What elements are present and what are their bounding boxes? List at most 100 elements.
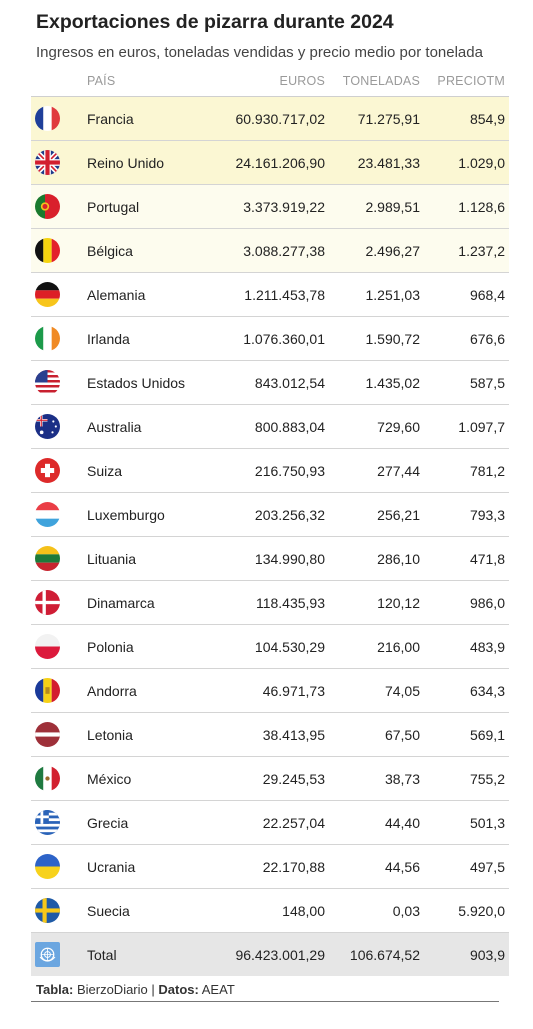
ireland-flag-icon bbox=[35, 326, 60, 351]
country-cell: Total bbox=[77, 932, 221, 976]
latvia-flag-icon bbox=[35, 722, 60, 747]
flag-cell bbox=[31, 844, 77, 889]
country-cell: Ucrania bbox=[77, 844, 221, 889]
source-separator: | bbox=[151, 982, 155, 997]
flag-cell bbox=[31, 712, 77, 757]
country-cell: Andorra bbox=[77, 668, 221, 713]
header-country[interactable]: PAÍS bbox=[77, 66, 221, 97]
euros-cell: 1.211.453,78 bbox=[221, 272, 329, 317]
switzerland-flag-icon bbox=[35, 458, 60, 483]
euros-cell: 148,00 bbox=[221, 888, 329, 933]
header-euros[interactable]: EUROS bbox=[221, 66, 329, 97]
table-row: Polonia 104.530,29 216,00 483,9 bbox=[31, 624, 509, 669]
flag-cell bbox=[31, 536, 77, 581]
toneladas-cell: 44,56 bbox=[329, 844, 424, 889]
precio-cell: 483,9 bbox=[424, 624, 509, 669]
euros-cell: 46.971,73 bbox=[221, 668, 329, 713]
table-row: Bélgica 3.088.277,38 2.496,27 1.237,2 bbox=[31, 228, 509, 273]
euros-cell: 22.257,04 bbox=[221, 800, 329, 845]
table-row: Lituania 134.990,80 286,10 471,8 bbox=[31, 536, 509, 581]
belgium-flag-icon bbox=[35, 238, 60, 263]
toneladas-cell: 216,00 bbox=[329, 624, 424, 669]
precio-cell: 854,9 bbox=[424, 96, 509, 141]
country-cell: Reino Unido bbox=[77, 140, 221, 185]
precio-cell: 501,3 bbox=[424, 800, 509, 845]
precio-cell: 634,3 bbox=[424, 668, 509, 713]
euros-cell: 118.435,93 bbox=[221, 580, 329, 625]
euros-cell: 216.750,93 bbox=[221, 448, 329, 493]
table-row: Australia 800.883,04 729,60 1.097,7 bbox=[31, 404, 509, 449]
toneladas-cell: 2.989,51 bbox=[329, 184, 424, 229]
united-kingdom-flag-icon bbox=[35, 150, 60, 175]
table-row: Luxemburgo 203.256,32 256,21 793,3 bbox=[31, 492, 509, 537]
header-toneladas[interactable]: TONELADAS bbox=[329, 66, 424, 97]
source-table-label: Tabla: bbox=[36, 982, 74, 997]
flag-cell bbox=[31, 492, 77, 537]
table-row: Suecia 148,00 0,03 5.920,0 bbox=[31, 888, 509, 933]
euros-cell: 1.076.360,01 bbox=[221, 316, 329, 361]
country-cell: México bbox=[77, 756, 221, 801]
flag-cell bbox=[31, 360, 77, 405]
euros-cell: 203.256,32 bbox=[221, 492, 329, 537]
mexico-flag-icon bbox=[35, 766, 60, 791]
toneladas-cell: 44,40 bbox=[329, 800, 424, 845]
flag-cell bbox=[31, 932, 77, 976]
country-cell: Portugal bbox=[77, 184, 221, 229]
flag-cell bbox=[31, 272, 77, 317]
chart-subtitle: Ingresos en euros, toneladas vendidas y … bbox=[36, 44, 483, 61]
flag-cell bbox=[31, 228, 77, 273]
ukraine-flag-icon bbox=[35, 854, 60, 879]
precio-cell: 1.128,6 bbox=[424, 184, 509, 229]
source-table-value: BierzoDiario bbox=[76, 982, 148, 997]
flag-cell bbox=[31, 96, 77, 141]
country-cell: Dinamarca bbox=[77, 580, 221, 625]
toneladas-cell: 256,21 bbox=[329, 492, 424, 537]
precio-cell: 1.029,0 bbox=[424, 140, 509, 185]
poland-flag-icon bbox=[35, 634, 60, 659]
precio-cell: 471,8 bbox=[424, 536, 509, 581]
table-row: Ucrania 22.170,88 44,56 497,5 bbox=[31, 844, 509, 889]
source-data-label: Datos: bbox=[158, 982, 199, 997]
toneladas-cell: 74,05 bbox=[329, 668, 424, 713]
country-cell: Estados Unidos bbox=[77, 360, 221, 405]
euros-cell: 134.990,80 bbox=[221, 536, 329, 581]
euros-cell: 96.423.001,29 bbox=[221, 932, 329, 976]
country-cell: Letonia bbox=[77, 712, 221, 757]
toneladas-cell: 2.496,27 bbox=[329, 228, 424, 273]
table-row: Reino Unido 24.161.206,90 23.481,33 1.029,0 bbox=[31, 140, 509, 185]
precio-cell: 755,2 bbox=[424, 756, 509, 801]
lithuania-flag-icon bbox=[35, 546, 60, 571]
table-row: Irlanda 1.076.360,01 1.590,72 676,6 bbox=[31, 316, 509, 361]
flag-cell bbox=[31, 624, 77, 669]
euros-cell: 29.245,53 bbox=[221, 756, 329, 801]
table-row: Letonia 38.413,95 67,50 569,1 bbox=[31, 712, 509, 757]
flag-cell bbox=[31, 404, 77, 449]
sweden-flag-icon bbox=[35, 898, 60, 923]
flag-cell bbox=[31, 756, 77, 801]
country-cell: Suiza bbox=[77, 448, 221, 493]
toneladas-cell: 120,12 bbox=[329, 580, 424, 625]
luxembourg-flag-icon bbox=[35, 502, 60, 527]
flag-cell bbox=[31, 800, 77, 845]
germany-flag-icon bbox=[35, 282, 60, 307]
table-row: Francia 60.930.717,02 71.275,91 854,9 bbox=[31, 96, 509, 141]
toneladas-cell: 38,73 bbox=[329, 756, 424, 801]
table-row: Portugal 3.373.919,22 2.989,51 1.128,6 bbox=[31, 184, 509, 229]
country-cell: Australia bbox=[77, 404, 221, 449]
toneladas-cell: 0,03 bbox=[329, 888, 424, 933]
source-note: Tabla: BierzoDiario | Datos: AEAT bbox=[36, 982, 235, 997]
euros-cell: 843.012,54 bbox=[221, 360, 329, 405]
header-precio[interactable]: PRECIOTM bbox=[424, 66, 509, 97]
andorra-flag-icon bbox=[35, 678, 60, 703]
country-cell: Francia bbox=[77, 96, 221, 141]
toneladas-cell: 106.674,52 bbox=[329, 932, 424, 976]
table-row: Alemania 1.211.453,78 1.251,03 968,4 bbox=[31, 272, 509, 317]
euros-cell: 38.413,95 bbox=[221, 712, 329, 757]
total-row: Total 96.423.001,29 106.674,52 903,9 bbox=[31, 932, 509, 976]
table-body: Francia 60.930.717,02 71.275,91 854,9 Reino … bbox=[31, 96, 509, 976]
table-row: México 29.245,53 38,73 755,2 bbox=[31, 756, 509, 801]
greece-flag-icon bbox=[35, 810, 60, 835]
precio-cell: 1.237,2 bbox=[424, 228, 509, 273]
country-cell: Grecia bbox=[77, 800, 221, 845]
euros-cell: 104.530,29 bbox=[221, 624, 329, 669]
